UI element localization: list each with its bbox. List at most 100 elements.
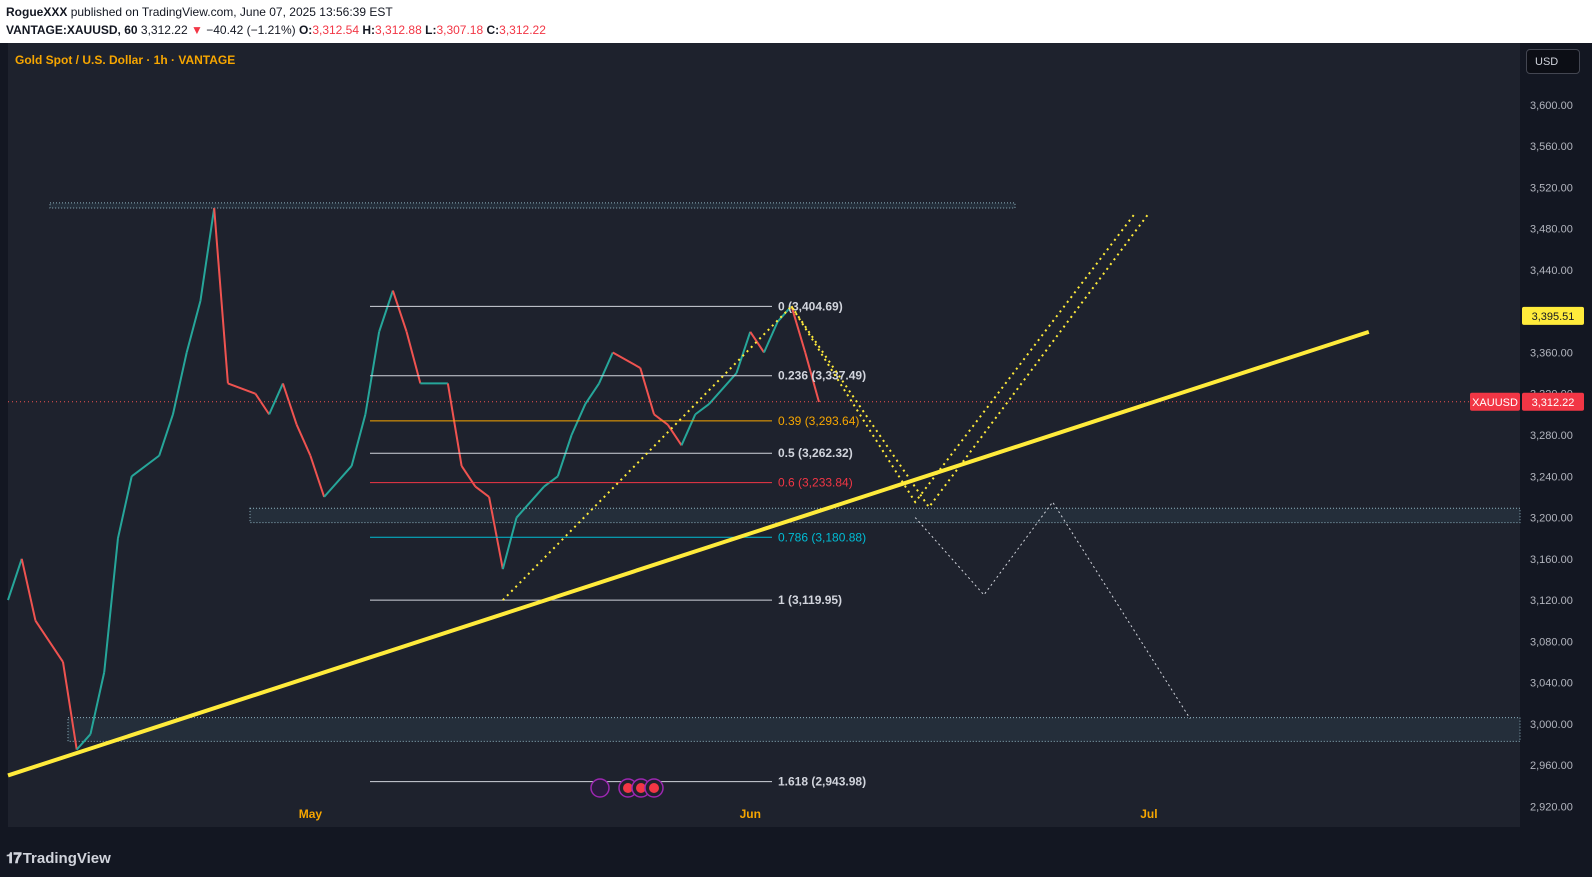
fib-level-label: 0.6 (3,233.84) bbox=[778, 476, 853, 490]
price-chart[interactable]: 0 (3,404.69) 0.236 (3,337.49) 0.39 (3,293.… bbox=[0, 43, 1592, 877]
price-segment bbox=[680, 413, 697, 446]
price-segment bbox=[612, 351, 641, 369]
price-segment bbox=[488, 496, 504, 570]
down-arrow-icon: ▼ bbox=[190, 23, 203, 37]
y-tick-label: 3,160.00 bbox=[1530, 554, 1573, 566]
price-segment bbox=[405, 331, 422, 384]
trend-line bbox=[7, 329, 1370, 778]
high-value: 3,312.88 bbox=[375, 23, 422, 37]
flag-fill bbox=[636, 783, 646, 793]
price-segment bbox=[446, 383, 463, 467]
y-tick-label: 3,240.00 bbox=[1530, 471, 1573, 483]
price-segment bbox=[171, 352, 188, 415]
chart-header: RogueXXX published on TradingView.com, J… bbox=[0, 0, 1592, 43]
lightning-icon bbox=[590, 778, 610, 798]
price-segment bbox=[89, 672, 106, 735]
y-tick-label: 3,560.00 bbox=[1530, 141, 1573, 153]
y-tick-label: 3,000.00 bbox=[1530, 719, 1573, 731]
price-segment bbox=[20, 558, 37, 621]
price-segment bbox=[75, 733, 92, 751]
price-segment bbox=[34, 620, 64, 663]
tradingview-wordmark: TradingView bbox=[22, 850, 111, 867]
tv-logo-icon: 𝟏𝟕 bbox=[6, 850, 22, 867]
price-segment bbox=[735, 331, 752, 374]
price-segment bbox=[364, 331, 381, 415]
price-segment bbox=[708, 372, 738, 405]
publish-info: RogueXXX published on TradingView.com, J… bbox=[6, 5, 393, 19]
y-tick-label: 2,920.00 bbox=[1530, 801, 1573, 813]
price-segment bbox=[309, 455, 326, 498]
price-segment bbox=[391, 290, 408, 333]
low-value: 3,307.18 bbox=[436, 23, 484, 37]
price-segment bbox=[653, 413, 669, 426]
price-segment bbox=[666, 424, 683, 446]
price-segment bbox=[131, 454, 160, 478]
price-tag bbox=[1522, 306, 1584, 325]
price-segment bbox=[254, 393, 270, 415]
price-tag-label: 3,395.51 bbox=[1532, 311, 1575, 323]
price-segment bbox=[7, 558, 23, 601]
price-segment bbox=[474, 485, 490, 498]
price-segment bbox=[323, 465, 353, 498]
open-value: 3,312.54 bbox=[312, 23, 360, 37]
price-segment bbox=[281, 383, 298, 426]
currency-button[interactable]: USD bbox=[1526, 49, 1580, 74]
price-segment bbox=[227, 382, 256, 395]
close-label: C: bbox=[486, 23, 500, 37]
price-segment bbox=[213, 207, 229, 384]
x-tick-label: Jun bbox=[740, 807, 761, 821]
zone-rect-0 bbox=[49, 202, 1016, 209]
y-tick-label: 3,120.00 bbox=[1530, 595, 1573, 607]
symbol-tag bbox=[1470, 392, 1520, 411]
y-tick-label: 3,200.00 bbox=[1530, 513, 1573, 525]
price-segment bbox=[501, 517, 518, 570]
flag-fill bbox=[623, 783, 633, 793]
y-tick-label: 3,520.00 bbox=[1530, 182, 1573, 194]
y-tick-label: 3,440.00 bbox=[1530, 265, 1573, 277]
fib-level-label: 0.786 (3,180.88) bbox=[778, 530, 866, 544]
price-segment bbox=[268, 383, 284, 415]
price-segment bbox=[556, 434, 573, 477]
chart-pane-bg bbox=[8, 43, 1520, 827]
author-name[interactable]: RogueXXX bbox=[6, 5, 68, 19]
y-tick-label: 3,280.00 bbox=[1530, 430, 1573, 442]
price-segment bbox=[103, 538, 119, 673]
price-segment bbox=[158, 414, 174, 456]
ohlc-bar: VANTAGE:XAUUSD, 60 3,312.22 ▼ −40.42 (−1… bbox=[6, 23, 546, 37]
fib-level-label: 0.39 (3,293.64) bbox=[778, 414, 859, 428]
price-segment bbox=[543, 475, 559, 488]
price-segment bbox=[515, 485, 545, 519]
price-segment bbox=[763, 321, 779, 353]
zone-rect-1 bbox=[249, 507, 1521, 524]
price-segment bbox=[570, 403, 587, 436]
price-tag bbox=[1522, 392, 1584, 411]
price-segment bbox=[460, 465, 477, 488]
price-segment bbox=[295, 424, 312, 457]
y-tick-label: 3,040.00 bbox=[1530, 678, 1573, 690]
symbol-tag-label: XAUUSD bbox=[1472, 397, 1518, 409]
flag-fill bbox=[649, 783, 659, 793]
symbol-name: VANTAGE:XAUUSD, 60 bbox=[6, 23, 138, 37]
open-label: O: bbox=[298, 23, 313, 37]
price-segment bbox=[584, 382, 600, 405]
price-segment bbox=[61, 661, 78, 750]
y-tick-label: 3,360.00 bbox=[1530, 347, 1573, 359]
fib-level-label: 0.236 (3,337.49) bbox=[778, 369, 866, 383]
zone-rect-2 bbox=[67, 717, 1521, 742]
chart-frame: 0 (3,404.69) 0.236 (3,337.49) 0.39 (3,293.… bbox=[0, 43, 1592, 877]
price-segment bbox=[749, 331, 765, 354]
y-tick-label: 3,480.00 bbox=[1530, 224, 1573, 236]
pane-title: Gold Spot / U.S. Dollar · 1h · VANTAGE bbox=[15, 53, 236, 67]
projection-path-1 bbox=[502, 212, 1136, 601]
fib-level-label: 1 (3,119.95) bbox=[778, 593, 842, 607]
y-tick-label: 2,960.00 bbox=[1530, 760, 1573, 772]
price-change: −40.42 (−1.21%) bbox=[206, 23, 296, 37]
fib-level-label: 0 (3,404.69) bbox=[778, 299, 843, 313]
close-value: 3,312.22 bbox=[499, 23, 546, 37]
tradingview-logo[interactable]: 𝟏𝟕 TradingView bbox=[6, 850, 111, 867]
x-tick-label: May bbox=[299, 807, 323, 821]
x-tick-label: Jul bbox=[1140, 807, 1157, 821]
fib-level-label: 0.5 (3,262.32) bbox=[778, 446, 853, 460]
high-label: H: bbox=[362, 23, 376, 37]
y-tick-label: 3,080.00 bbox=[1530, 636, 1573, 648]
